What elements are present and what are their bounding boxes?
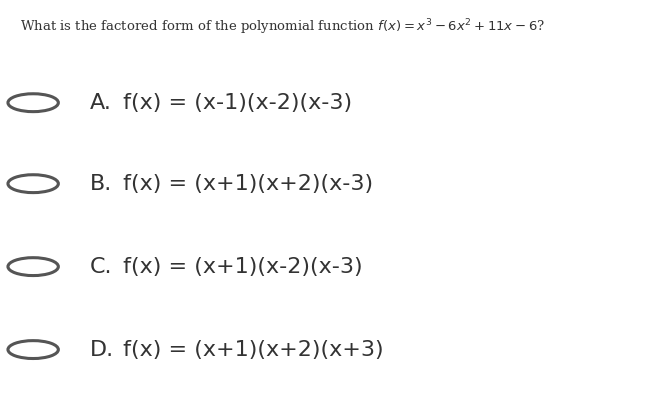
Text: C.: C. bbox=[90, 257, 112, 276]
Text: f(x) = (x-1)(x-2)(x-3): f(x) = (x-1)(x-2)(x-3) bbox=[116, 93, 352, 113]
Text: f(x) = (x+1)(x+2)(x-3): f(x) = (x+1)(x+2)(x-3) bbox=[116, 174, 373, 194]
Text: D.: D. bbox=[90, 340, 113, 359]
Text: What is the factored form of the polynomial function $f(x) = x^3 - 6x^2 + 11x - : What is the factored form of the polynom… bbox=[20, 18, 545, 38]
Text: f(x) = (x+1)(x+2)(x+3): f(x) = (x+1)(x+2)(x+3) bbox=[116, 340, 384, 359]
Text: A.: A. bbox=[90, 93, 111, 113]
Text: f(x) = (x+1)(x-2)(x-3): f(x) = (x+1)(x-2)(x-3) bbox=[116, 257, 363, 276]
Text: B.: B. bbox=[90, 174, 112, 194]
